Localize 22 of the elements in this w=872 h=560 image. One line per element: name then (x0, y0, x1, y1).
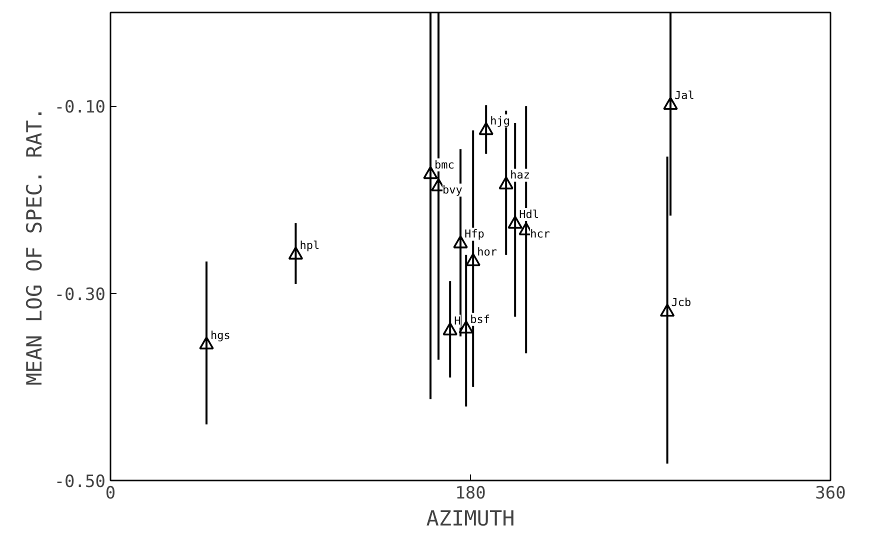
annotation: H (454, 314, 461, 328)
y-tick-label: -0.10 (54, 98, 106, 118)
annotation: bsf (470, 312, 490, 326)
x-tick-label: 180 (455, 484, 486, 504)
annotation: bvy (442, 184, 463, 197)
annotation: bmc (434, 158, 454, 172)
annotation: hgs (210, 328, 230, 342)
x-tick-label: 360 (815, 484, 846, 504)
annotation: Jal (674, 89, 694, 102)
annotation: haz (510, 168, 530, 182)
annotation: Hfp (464, 228, 484, 241)
y-axis-title: MEAN LOG OF SPEC. RAT. (22, 107, 46, 386)
annotation: Jcb (671, 296, 692, 310)
y-tick-label: -0.50 (54, 472, 106, 492)
annotation: hcr (530, 228, 550, 241)
annotation: hpl (300, 238, 320, 252)
y-tick-label: -0.30 (54, 284, 106, 305)
x-tick-label: 0 (105, 484, 116, 504)
annotation: hjg (490, 114, 510, 128)
annotation: hor (477, 245, 498, 258)
annotation: Hdl (519, 208, 539, 222)
x-axis-title: AZIMUTH (426, 506, 515, 530)
